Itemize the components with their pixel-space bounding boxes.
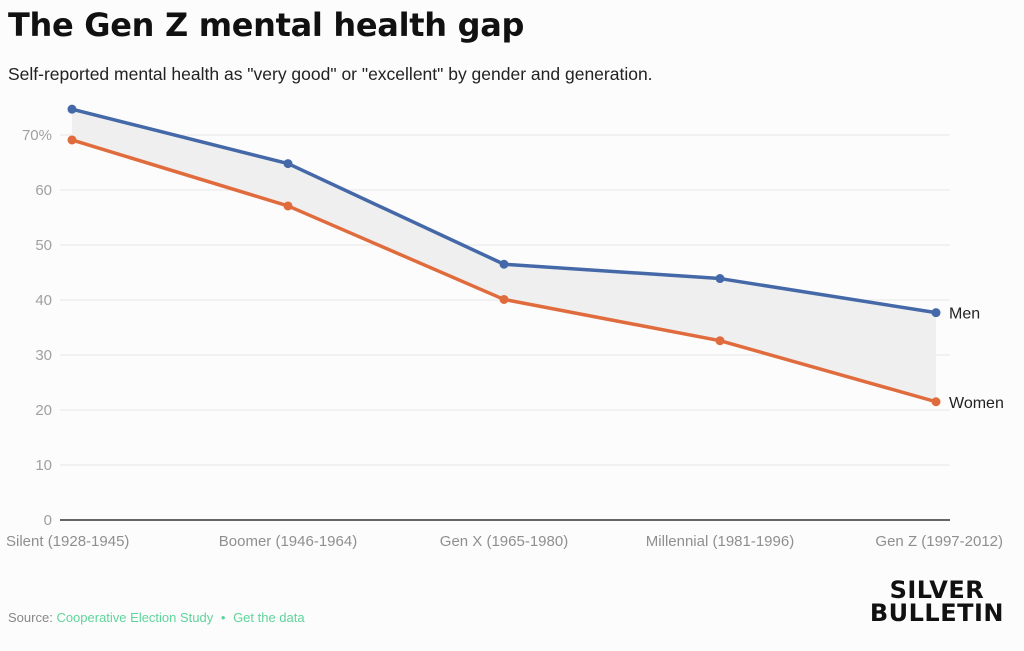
series-points <box>67 104 941 407</box>
x-tick-label: Boomer (1946-1964) <box>219 533 357 550</box>
y-tick-label: 0 <box>44 512 52 529</box>
y-tick-label: 40 <box>35 292 52 309</box>
x-axis-ticks: Silent (1928-1945) Boomer (1946-1964) Gen … <box>6 533 1003 550</box>
y-tick-label: 20 <box>35 402 52 419</box>
series-label-women: Women <box>949 395 1004 412</box>
chart-title: The Gen Z mental health gap <box>8 6 525 44</box>
data-point-men <box>931 308 941 318</box>
gap-shading <box>72 109 936 402</box>
y-tick-label: 60 <box>35 182 52 199</box>
data-point-women <box>283 201 293 211</box>
logo-line-1: SILVER <box>889 576 985 604</box>
y-axis-ticks: 0 10 20 30 40 50 60 70% <box>22 127 52 529</box>
data-point-women <box>499 294 509 304</box>
data-point-men <box>283 159 293 169</box>
source-label: Source: <box>8 610 53 625</box>
source-footer: Source: Cooperative Election Study • Get… <box>8 610 305 625</box>
x-tick-label: Millennial (1981-1996) <box>646 533 794 550</box>
silver-bulletin-logo: SILVER BULLETIN <box>869 576 1004 627</box>
logo-line-2: BULLETIN <box>869 599 1004 627</box>
y-tick-label: 10 <box>35 457 52 474</box>
line-chart: 0 10 20 30 40 50 60 70% Silent (1928-1945) Boome… <box>6 104 1004 550</box>
footer-separator: • <box>220 610 226 625</box>
data-point-men <box>499 259 509 269</box>
data-point-women <box>715 336 725 346</box>
series-label-men: Men <box>949 306 980 323</box>
y-tick-label: 30 <box>35 347 52 364</box>
x-tick-label: Gen Z (1997-2012) <box>875 533 1003 550</box>
x-tick-label: Gen X (1965-1980) <box>440 533 568 550</box>
data-point-men <box>715 274 725 284</box>
chart-subtitle: Self-reported mental health as "very goo… <box>8 64 653 84</box>
get-data-link[interactable]: Get the data <box>233 610 305 625</box>
y-tick-label: 50 <box>35 237 52 254</box>
source-link[interactable]: Cooperative Election Study <box>56 610 214 625</box>
data-point-women <box>67 135 77 145</box>
y-tick-label: 70% <box>22 127 52 144</box>
x-tick-label: Silent (1928-1945) <box>6 533 129 550</box>
gap-area <box>72 109 936 402</box>
series-labels: Men Women <box>949 306 1004 412</box>
data-point-women <box>931 397 941 407</box>
data-point-men <box>67 104 77 114</box>
